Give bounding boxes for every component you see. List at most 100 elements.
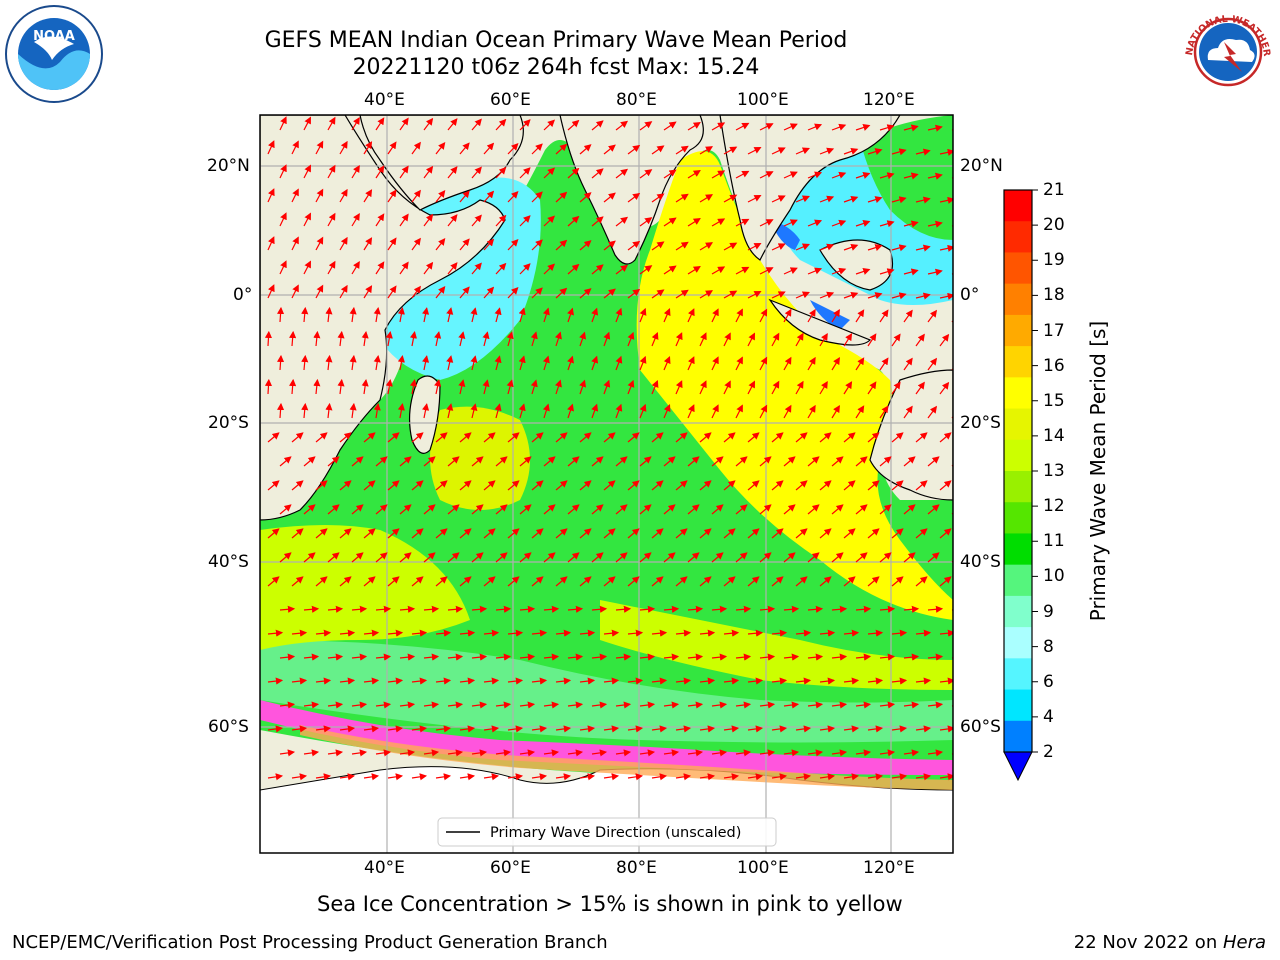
wave-arrow xyxy=(291,576,304,587)
wave-arrow xyxy=(579,773,596,781)
lon-label-top-60e: 60°E xyxy=(490,90,531,110)
wave-arrow xyxy=(807,605,824,613)
lon-label-top-80e: 80°E xyxy=(616,90,657,110)
wave-arrow xyxy=(483,432,496,443)
wave-arrow xyxy=(447,701,464,709)
wave-arrow xyxy=(291,725,308,733)
wave-arrow xyxy=(687,749,704,757)
wave-arrow xyxy=(387,285,397,299)
wave-arrow xyxy=(843,480,856,491)
wave-arrow xyxy=(735,266,750,275)
wave-arrow xyxy=(397,403,405,419)
wave-arrow xyxy=(385,379,393,395)
wave-arrow xyxy=(483,238,495,251)
colorbar-segment xyxy=(1004,564,1032,597)
wave-arrow xyxy=(531,143,543,155)
wave-arrow xyxy=(267,629,284,637)
wave-arrow xyxy=(759,356,768,371)
legend-label: Primary Wave Direction (unscaled) xyxy=(490,825,741,841)
wave-arrow xyxy=(483,480,496,491)
wave-arrow xyxy=(831,749,848,757)
wave-arrow xyxy=(627,331,635,347)
wave-arrow xyxy=(387,576,400,587)
wave-arrow xyxy=(651,725,668,733)
wave-arrow xyxy=(495,456,508,467)
wave-arrow xyxy=(471,118,482,131)
wave-arrow xyxy=(831,504,844,515)
wave-arrow xyxy=(363,432,376,443)
wave-arrow xyxy=(351,701,368,709)
wave-arrow xyxy=(783,653,800,661)
wave-arrow xyxy=(579,331,587,347)
colorbar-tick-label: 2 xyxy=(1043,742,1054,762)
colorbar-tick-label: 12 xyxy=(1043,496,1065,517)
wave-arrow xyxy=(783,456,796,467)
wave-arrow xyxy=(459,629,476,637)
wave-arrow xyxy=(435,480,448,491)
sea-ice-band xyxy=(260,700,953,775)
wave-arrow xyxy=(591,307,599,323)
wave-arrow xyxy=(387,629,404,637)
wave-arrow xyxy=(771,629,788,637)
wave-arrow xyxy=(363,725,380,733)
wave-arrow xyxy=(519,701,536,709)
wave-arrow xyxy=(279,212,287,227)
wave-arrow xyxy=(303,552,316,563)
wave-arrow xyxy=(543,605,560,613)
wave-arrow xyxy=(411,141,421,155)
wave-arrow xyxy=(627,629,644,637)
wave-arrow xyxy=(819,629,836,637)
wave-arrow xyxy=(903,749,920,757)
wave-arrow xyxy=(903,357,913,371)
wave-arrow xyxy=(771,576,784,587)
wave-arrow xyxy=(639,307,647,323)
wave-arrow xyxy=(759,504,772,515)
wave-arrow xyxy=(843,629,860,637)
wave-arrow xyxy=(819,528,832,539)
wave-arrow xyxy=(627,677,644,685)
wave-arrow xyxy=(855,220,871,227)
wave-arrow xyxy=(819,243,835,251)
wave-arrow xyxy=(879,268,895,276)
colorbar-segment xyxy=(1004,502,1032,534)
wave-arrow xyxy=(627,480,640,491)
wave-arrow xyxy=(927,172,943,180)
wave-arrow xyxy=(387,189,397,203)
wave-arrow xyxy=(327,701,344,709)
colorbar-tick-label: 9 xyxy=(1043,601,1054,622)
wave-arrow xyxy=(711,308,719,323)
wave-arrow xyxy=(423,552,436,563)
wave-arrow xyxy=(831,456,844,467)
wave-arrow xyxy=(291,629,308,637)
wave-arrow xyxy=(531,191,543,203)
wave-arrow xyxy=(759,219,774,227)
wave-arrow xyxy=(927,653,944,661)
wave-arrow xyxy=(783,123,798,131)
wave-arrow xyxy=(518,403,526,419)
colorbar-segment xyxy=(1004,314,1032,347)
wave-arrow xyxy=(447,166,458,179)
lon-label-bottom-40e: 40°E xyxy=(364,858,405,878)
wave-arrow xyxy=(615,355,623,371)
wave-arrow xyxy=(723,725,740,733)
wave-arrow xyxy=(339,773,356,781)
wave-arrow xyxy=(555,191,568,203)
wave-arrow xyxy=(687,265,701,275)
wave-arrow xyxy=(687,701,704,709)
colorbar-extend-arrow xyxy=(1003,751,1033,782)
landmass-africa xyxy=(260,115,506,521)
wave-arrow xyxy=(507,773,524,781)
wave-arrow xyxy=(747,195,762,203)
colorbar-segment xyxy=(1004,533,1032,566)
wave-arrow xyxy=(435,576,448,587)
wave-arrow xyxy=(291,480,304,491)
noaa-logo: NOAA xyxy=(5,5,103,103)
wave-arrow xyxy=(795,629,812,637)
wave-arrow xyxy=(375,117,385,131)
wave-arrow xyxy=(795,576,808,587)
wave-arrow xyxy=(663,653,680,661)
wave-arrow xyxy=(495,701,512,709)
wave-arrow xyxy=(723,677,740,685)
wave-arrow xyxy=(447,118,458,131)
wave-arrow xyxy=(819,332,828,347)
